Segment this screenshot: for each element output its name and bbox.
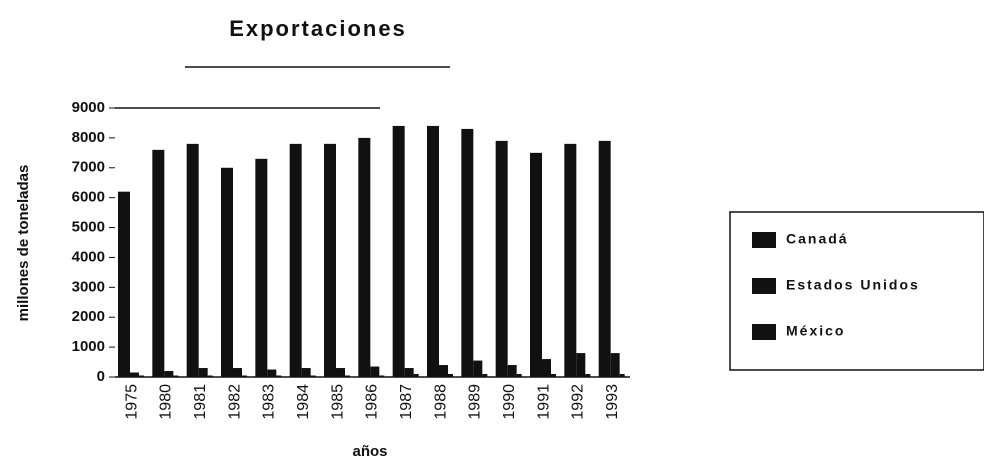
bar: [173, 375, 179, 377]
bar: [301, 368, 311, 377]
legend-swatch: [752, 278, 776, 294]
y-tick-label: 1000: [72, 338, 105, 355]
bar: [139, 375, 144, 377]
bar: [198, 368, 208, 377]
bar: [276, 375, 282, 377]
x-tick-label: 1980: [158, 384, 175, 420]
legend-label: Canadá: [786, 231, 849, 247]
bar: [495, 140, 508, 377]
bar: [207, 375, 213, 377]
bar: [324, 143, 336, 377]
x-tick-label: 1981: [192, 384, 209, 420]
bar: [598, 140, 611, 377]
x-tick-label: 1992: [570, 384, 587, 420]
y-tick-label: 2000: [72, 308, 105, 325]
legend-swatch: [752, 324, 776, 340]
bar: [370, 366, 380, 377]
bar: [267, 369, 277, 377]
x-axis-label: años: [352, 443, 387, 457]
bar: [289, 143, 302, 377]
bar: [152, 149, 165, 377]
y-tick-label: 7000: [72, 159, 105, 176]
x-tick-label: 1975: [123, 384, 140, 420]
bar: [221, 167, 233, 377]
bar: [233, 368, 242, 377]
bar: [118, 191, 130, 377]
y-tick-label: 5000: [72, 219, 105, 236]
x-tick-label: 1987: [398, 384, 415, 420]
y-tick-label: 0: [97, 368, 105, 385]
bar: [473, 360, 483, 377]
bar: [427, 125, 439, 377]
bar: [564, 143, 577, 377]
x-tick-label: 1982: [226, 384, 243, 420]
y-axis-label: millones de toneladas: [15, 165, 32, 322]
x-tick-label: 1990: [501, 384, 518, 420]
bar: [242, 375, 247, 377]
x-tick-label: 1989: [467, 384, 484, 420]
y-tick-label: 8000: [72, 129, 105, 146]
y-tick-label: 3000: [72, 278, 105, 295]
x-tick-label: 1984: [295, 384, 312, 420]
bar: [413, 374, 419, 377]
bar: [345, 375, 350, 377]
bar: [404, 368, 414, 377]
bar: [585, 374, 591, 377]
x-tick-label: 1983: [261, 384, 278, 420]
x-tick-label: 1993: [604, 384, 621, 420]
bar: [530, 152, 542, 377]
chart-title: Exportaciones: [229, 16, 407, 41]
bar: [336, 368, 345, 377]
bar: [130, 372, 139, 377]
bar: [392, 125, 405, 377]
bar: [310, 375, 316, 377]
legend-swatch: [752, 232, 776, 248]
legend-box: [729, 211, 984, 371]
bar: [448, 374, 453, 377]
legend-label: México: [786, 323, 845, 339]
bar: [255, 158, 268, 377]
bar: [610, 353, 620, 377]
bar: [516, 374, 522, 377]
bar: [542, 359, 551, 377]
bar: [358, 137, 371, 377]
bar: [576, 353, 586, 377]
bar: [507, 365, 517, 377]
x-tick-label: 1985: [329, 384, 346, 420]
bar: [482, 374, 488, 377]
x-tick-label: 1988: [432, 384, 449, 420]
y-tick-label: 9000: [72, 99, 105, 116]
bar: [619, 374, 625, 377]
legend-label: Estados Unidos: [786, 277, 920, 293]
bar: [551, 374, 556, 377]
bar: [164, 371, 174, 377]
x-tick-label: 1991: [535, 384, 552, 420]
y-tick-label: 4000: [72, 248, 105, 265]
bar: [379, 375, 385, 377]
bar: [439, 365, 448, 377]
x-tick-label: 1986: [364, 384, 381, 420]
bar: [461, 128, 474, 377]
bar: [186, 143, 199, 377]
y-tick-label: 6000: [72, 189, 105, 206]
